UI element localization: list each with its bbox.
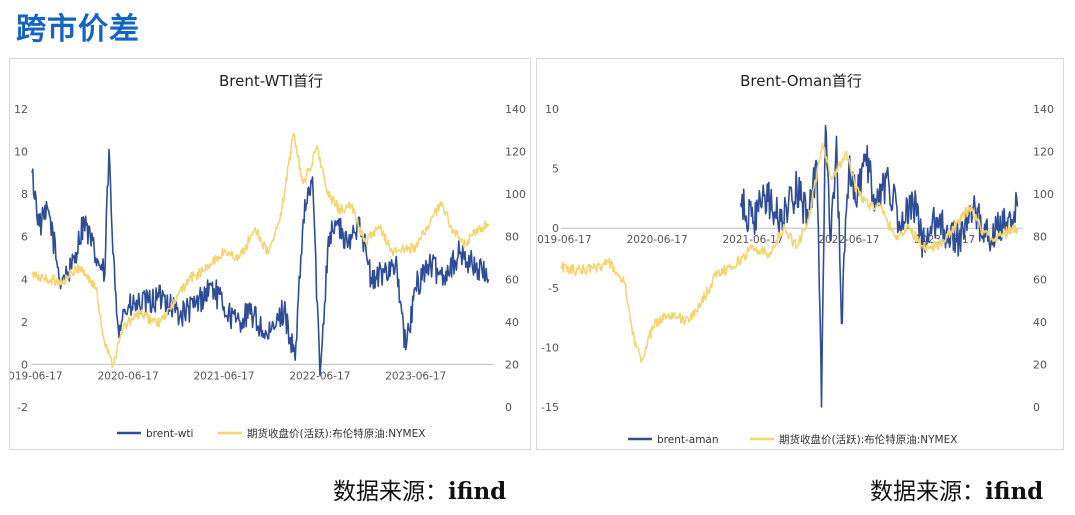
y-left-tick-label: 0 [552,222,559,235]
chart-title: Brent-WTI首行 [219,72,323,90]
y-right-tick-label: 120 [1033,146,1054,159]
y-left-tick-label: 4 [21,273,28,286]
y-left-tick-label: 10 [14,146,28,159]
legend-label: 期货收盘价(活跃):布伦特原油:NYMEX [779,433,957,446]
y-right-tick-label: 120 [505,146,526,159]
source-note-right: 数据来源：ifind [870,472,1043,506]
y-left-tick-label: 6 [21,231,28,244]
chart-title: Brent-Oman首行 [740,72,862,90]
x-tick-label: 2021-06-17 [722,234,783,246]
page-heading: 跨市价差 [16,12,140,47]
source-note-left: 数据来源：ifind [333,472,506,506]
x-tick-label: 2022-06-17 [289,370,350,382]
y-right-tick-label: 0 [1033,401,1040,414]
chart-brent-oman: Brent-Oman首行 10 5 0 -5 -10 -15 140 120 100 80 60 40 2… [537,72,1054,446]
y-right-tick-label: 60 [1033,273,1047,286]
y-left-tick-label: 5 [552,163,559,176]
y-left-tick-label: -5 [548,282,559,295]
chart-panel-brent-wti: Brent-WTI首行 12 10 8 6 4 2 0 -2 140 120 100 80 60 40 20 0… [9,58,531,450]
y-right-tick-label: 40 [505,316,519,329]
y-right-tick-label: 20 [505,358,519,371]
x-tick-label: 2023-06-17 [385,370,446,382]
y-left-tick-label: -15 [541,401,559,414]
y-right-tick-label: 140 [1033,103,1054,116]
y-right-tick-label: 60 [505,273,519,286]
series-line-brent-price [31,132,490,369]
series-line-spread [31,148,490,376]
x-tick-label: 2021-06-17 [193,370,254,382]
y-left-tick-label: -10 [541,341,559,354]
legend-label: brent-aman [657,434,719,446]
x-tick-label: 2019-06-17 [537,234,592,246]
y-right-tick-label: 40 [1033,316,1047,329]
y-right-tick-label: 100 [505,188,526,201]
chart-panel-brent-oman: Brent-Oman首行 10 5 0 -5 -10 -15 140 120 100 80 60 40 2… [536,58,1064,450]
y-left-tick-label: -2 [17,401,28,414]
y-right-tick-label: 140 [505,103,526,116]
legend-label: 期货收盘价(活跃):布伦特原油:NYMEX [247,427,425,440]
series-line-brent-price [560,142,1019,363]
x-tick-label: 2019-06-17 [10,370,63,382]
y-left-tick-label: 2 [21,316,28,329]
y-left-tick-label: 10 [545,103,559,116]
legend-label: brent-wti [146,428,193,440]
y-right-tick-label: 20 [1033,358,1047,371]
series-line-spread [739,124,1019,408]
x-tick-label: 2020-06-17 [98,370,159,382]
y-left-tick-label: 0 [21,358,28,371]
chart-brent-wti: Brent-WTI首行121086420-2140120100806040200… [10,72,526,440]
x-tick-label: 2022-06-17 [818,234,879,246]
y-right-tick-label: 80 [505,231,519,244]
source-name: ifind [985,478,1044,505]
y-right-tick-label: 0 [505,401,512,414]
y-right-tick-label: 80 [1033,231,1047,244]
y-left-tick-label: 12 [14,103,28,116]
source-label: 数据来源： [333,479,448,505]
y-right-tick-label: 100 [1033,188,1054,201]
y-left-tick-label: 8 [21,188,28,201]
source-label: 数据来源： [870,479,985,505]
source-name: ifind [448,478,507,505]
x-tick-label: 2020-06-17 [627,234,688,246]
